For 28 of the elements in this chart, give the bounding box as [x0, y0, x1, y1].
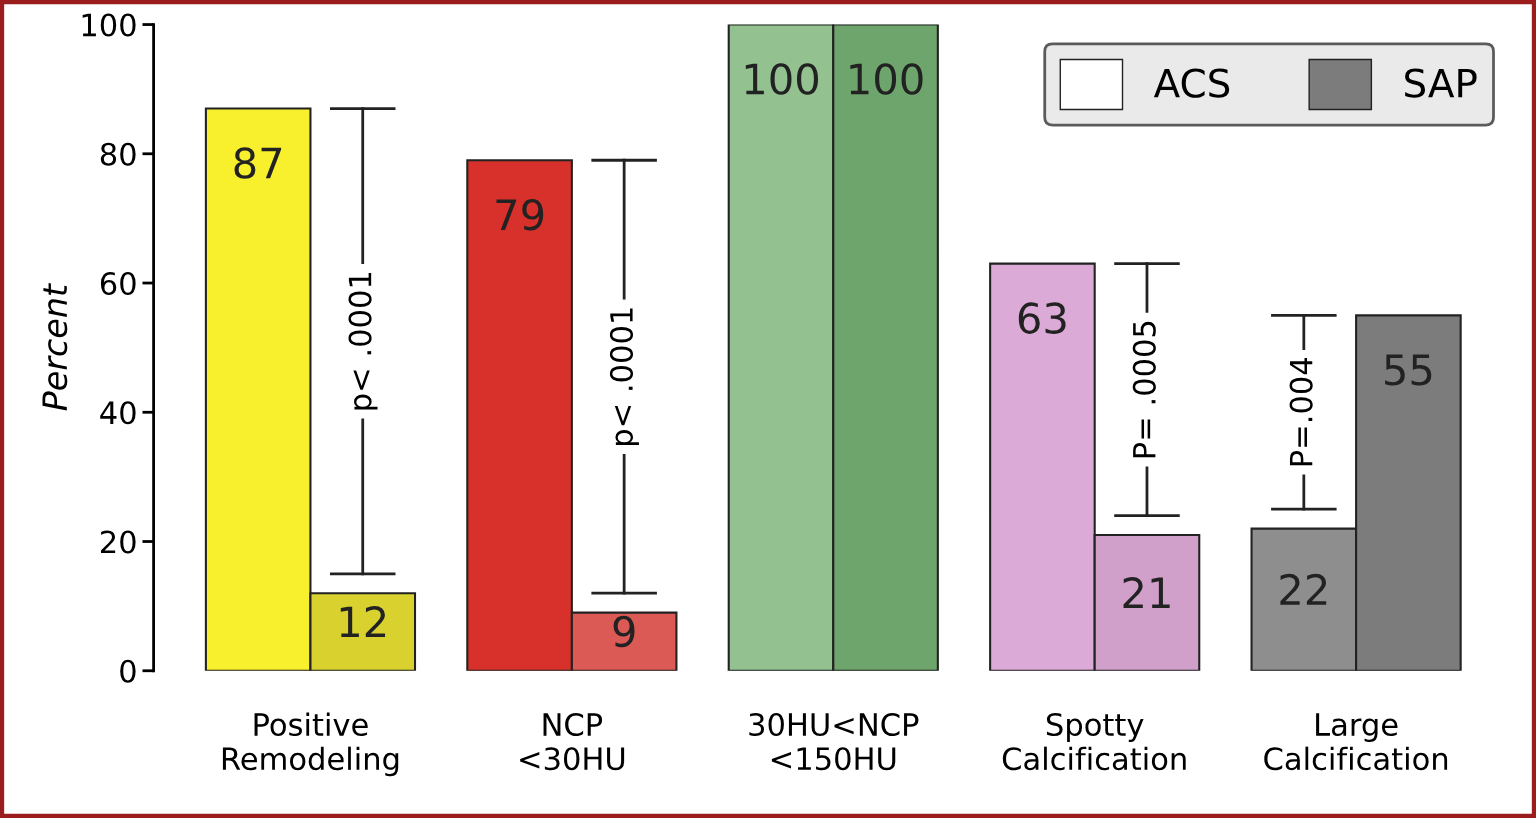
- annotation: p< .0001: [348, 272, 378, 410]
- annotation: p< .0001: [609, 308, 639, 446]
- x-tick-label: 30HU<NCP <150HU: [749, 712, 919, 771]
- data-label: 9: [613, 615, 635, 648]
- annotation: P=.004: [1289, 357, 1313, 466]
- x-tick-label: Large Calcification: [1264, 713, 1448, 771]
- y-tick-label: 60: [100, 271, 136, 296]
- data-label: 12: [340, 606, 386, 638]
- annotation: P= .0005: [1132, 321, 1156, 458]
- y-axis-title: Percent: [42, 282, 68, 411]
- data-label: 87: [234, 147, 282, 179]
- x-tick-label: NCP <30HU: [520, 712, 625, 771]
- x-tick-label: Spotty Calcification: [1002, 712, 1186, 771]
- y-tick-label: 80: [100, 142, 136, 166]
- y-tick-label: 100: [82, 13, 136, 37]
- data-label: 100: [745, 63, 818, 95]
- data-label: 100: [850, 63, 923, 95]
- data-label: 55: [1385, 354, 1432, 386]
- y-tick-label: 0: [120, 659, 136, 683]
- x-tick-label: Positive Remodeling: [222, 712, 399, 777]
- legend-label: SAP: [1405, 68, 1477, 98]
- data-label: 22: [1280, 573, 1327, 605]
- data-label: 63: [1018, 302, 1066, 334]
- y-tick-label: 40: [100, 401, 136, 425]
- y-tick-label: 20: [100, 530, 136, 554]
- legend-label: ACS: [1153, 68, 1230, 98]
- data-label: 79: [496, 198, 544, 231]
- data-label: 21: [1123, 577, 1170, 608]
